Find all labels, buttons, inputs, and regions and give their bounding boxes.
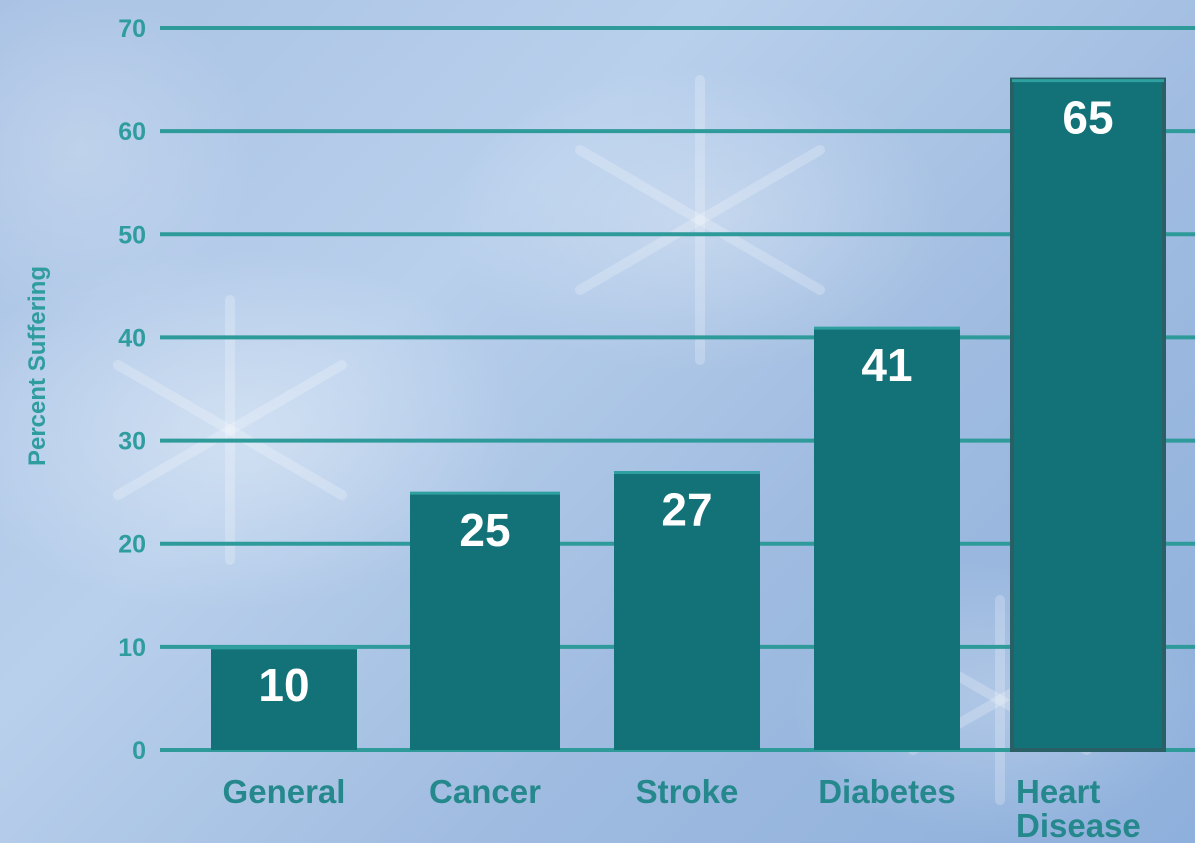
bar-value-label: 27 xyxy=(661,484,712,536)
x-category-label: Heart Disease xyxy=(1016,773,1141,843)
x-category-label: General xyxy=(223,773,346,810)
bar xyxy=(1010,77,1166,753)
y-tick-label: 40 xyxy=(118,324,146,352)
y-tick-label: 20 xyxy=(118,531,146,559)
y-tick-label: 10 xyxy=(118,634,146,662)
bar-value-label: 65 xyxy=(1062,92,1113,144)
bar-value-labels: 10 25 27 41 65 xyxy=(258,92,1113,711)
snowflake-decoration xyxy=(113,75,1092,805)
y-axis-label: Percent Suffering xyxy=(24,266,51,466)
bar xyxy=(614,471,760,750)
y-tick-labels: 0 10 20 30 40 50 60 70 xyxy=(118,15,146,765)
bar xyxy=(410,492,560,750)
y-tick-label: 30 xyxy=(118,428,146,456)
bar-value-label: 25 xyxy=(459,504,510,556)
bar-value-label: 41 xyxy=(861,339,912,391)
x-category-label: Diabetes xyxy=(818,773,956,810)
bar-value-label: 10 xyxy=(258,659,309,711)
x-category-label: Stroke xyxy=(636,773,739,810)
y-tick-label: 70 xyxy=(118,15,146,43)
x-category-labels: General Cancer Stroke Diabetes Heart Disease xyxy=(223,773,1141,843)
bar xyxy=(814,327,960,750)
x-category-label: Cancer xyxy=(429,773,541,810)
bars xyxy=(211,77,1166,753)
bar xyxy=(211,646,357,750)
y-tick-label: 50 xyxy=(118,221,146,249)
y-tick-label: 0 xyxy=(132,737,146,765)
y-tick-label: 60 xyxy=(118,118,146,146)
